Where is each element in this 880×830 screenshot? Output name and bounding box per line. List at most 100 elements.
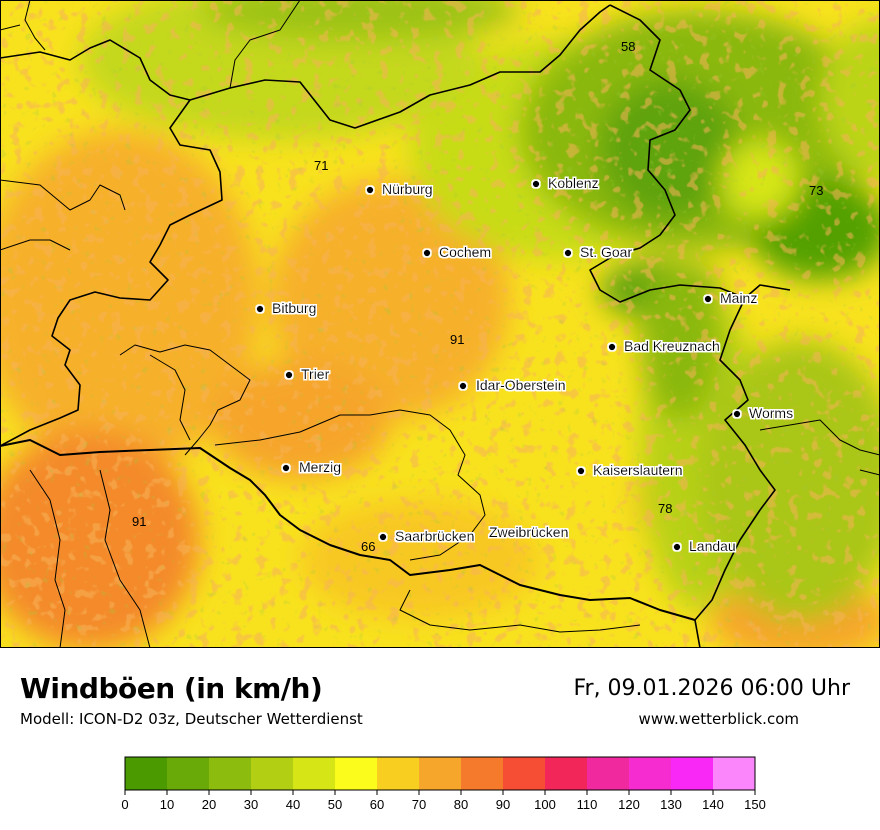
city-label: Mainz [720,290,757,306]
city-dot [282,464,290,472]
value-labels: 58 71 73 91 91 78 66 [132,39,823,554]
city-cochem: Cochem [423,244,491,260]
legend-swatch [335,757,377,790]
legend-tick-label: 90 [496,797,510,812]
website-link[interactable]: www.wetterblick.com [638,710,799,728]
city-label: Zweibrücken [489,524,568,540]
city-label: Landau [689,538,736,554]
city-merzig: Merzig [282,459,341,475]
legend-tick-label: 20 [202,797,216,812]
city-label: Saarbrücken [395,528,474,544]
city-dot [423,249,431,257]
legend-swatch [671,757,713,790]
border-luxembourg [119,344,251,456]
border-north-west-detail [0,0,301,89]
city-bad-kreuznach: Bad Kreuznach [608,338,720,354]
footer: Windböen (in km/h) Modell: ICON-D2 03z, … [0,648,880,830]
legend-swatch [587,757,629,790]
value-label: 71 [314,158,328,173]
city-kaiserslautern: Kaiserslautern [577,462,683,478]
field-texture-cool [0,0,880,648]
wind-gust-map: Nürburg Koblenz Cochem St. Goar Mainz Bi… [0,0,880,648]
value-label: 73 [809,183,823,198]
value-label: 58 [621,39,635,54]
city-dot [285,371,293,379]
model-source: Modell: ICON-D2 03z, Deutscher Wetterdie… [20,710,363,728]
legend-swatch [545,757,587,790]
city-label: Bad Kreuznach [624,338,720,354]
forecast-datetime: Fr, 09.01.2026 06:00 Uhr [573,676,850,701]
legend-swatch [419,757,461,790]
city-markers: Nürburg Koblenz Cochem St. Goar Mainz Bi… [256,175,793,554]
city-dot [608,343,616,351]
city-label: Merzig [299,459,341,475]
city-bitburg: Bitburg [256,300,316,316]
city-dot [673,543,681,551]
city-label: Kaiserslautern [593,462,683,478]
city-label: Nürburg [382,181,433,197]
city-dot [256,305,264,313]
city-label: Worms [749,405,793,421]
city-dot [366,186,374,194]
city-dot [532,180,540,188]
city-label: Cochem [439,244,491,260]
city-label: Trier [301,366,330,382]
city-dot [379,533,387,541]
legend-tick-label: 60 [370,797,384,812]
border-saarland [214,409,486,561]
legend-swatch [461,757,503,790]
legend-swatch [251,757,293,790]
legend-frame [124,756,756,791]
legend-swatch [293,757,335,790]
city-label: St. Goar [580,244,632,260]
legend-tick-label: 70 [412,797,426,812]
city-label: Bitburg [272,300,316,316]
value-label: 91 [450,332,464,347]
map-title: Windböen (in km/h) [20,672,323,705]
legend-tick-label: 80 [454,797,468,812]
legend-swatch [209,757,251,790]
legend-tick-label: 150 [744,797,766,812]
city-trier: Trier [285,366,330,382]
border-west-region [0,179,151,648]
border-east [694,297,776,648]
city-landau: Landau [673,538,736,554]
city-st-goar: St. Goar [564,244,632,260]
city-mainz: Mainz [704,290,757,306]
city-label: Koblenz [548,175,599,191]
legend-tick-label: 130 [660,797,682,812]
city-dot [704,295,712,303]
city-idar-oberstein: Idar-Oberstein [459,377,565,393]
border-south-east [399,589,641,633]
border-east-detail [759,419,880,476]
border-north-west [0,39,223,447]
legend-swatch [503,757,545,790]
legend-swatch [125,757,167,790]
border-south [0,439,696,621]
legend-tick-label: 120 [618,797,640,812]
city-worms: Worms [733,405,793,421]
legend-tick-label: 10 [160,797,174,812]
legend-tick-label: 40 [286,797,300,812]
city-dot [459,382,467,390]
city-saarbruecken: Saarbrücken [379,528,474,544]
border-east-north [589,4,791,303]
legend-swatch [713,757,755,790]
city-zweibruecken: Zweibrücken [489,524,568,540]
legend-swatch [629,757,671,790]
city-dot [564,249,572,257]
legend-tick-label: 30 [244,797,258,812]
border-north [189,4,611,129]
legend-tick-label: 100 [534,797,556,812]
legend-swatch [377,757,419,790]
legend-swatch [167,757,209,790]
value-label: 66 [361,539,375,554]
city-nuerburg: Nürburg [366,181,433,197]
legend-tick-label: 140 [702,797,724,812]
value-label: 91 [132,514,146,529]
color-legend: 0 10 20 30 40 50 60 70 80 90 100 110 120 130 140 150 [121,756,766,812]
value-label: 78 [658,501,672,516]
city-koblenz: Koblenz [532,175,599,191]
legend-tick-label: 110 [577,797,598,812]
city-dot [733,410,741,418]
